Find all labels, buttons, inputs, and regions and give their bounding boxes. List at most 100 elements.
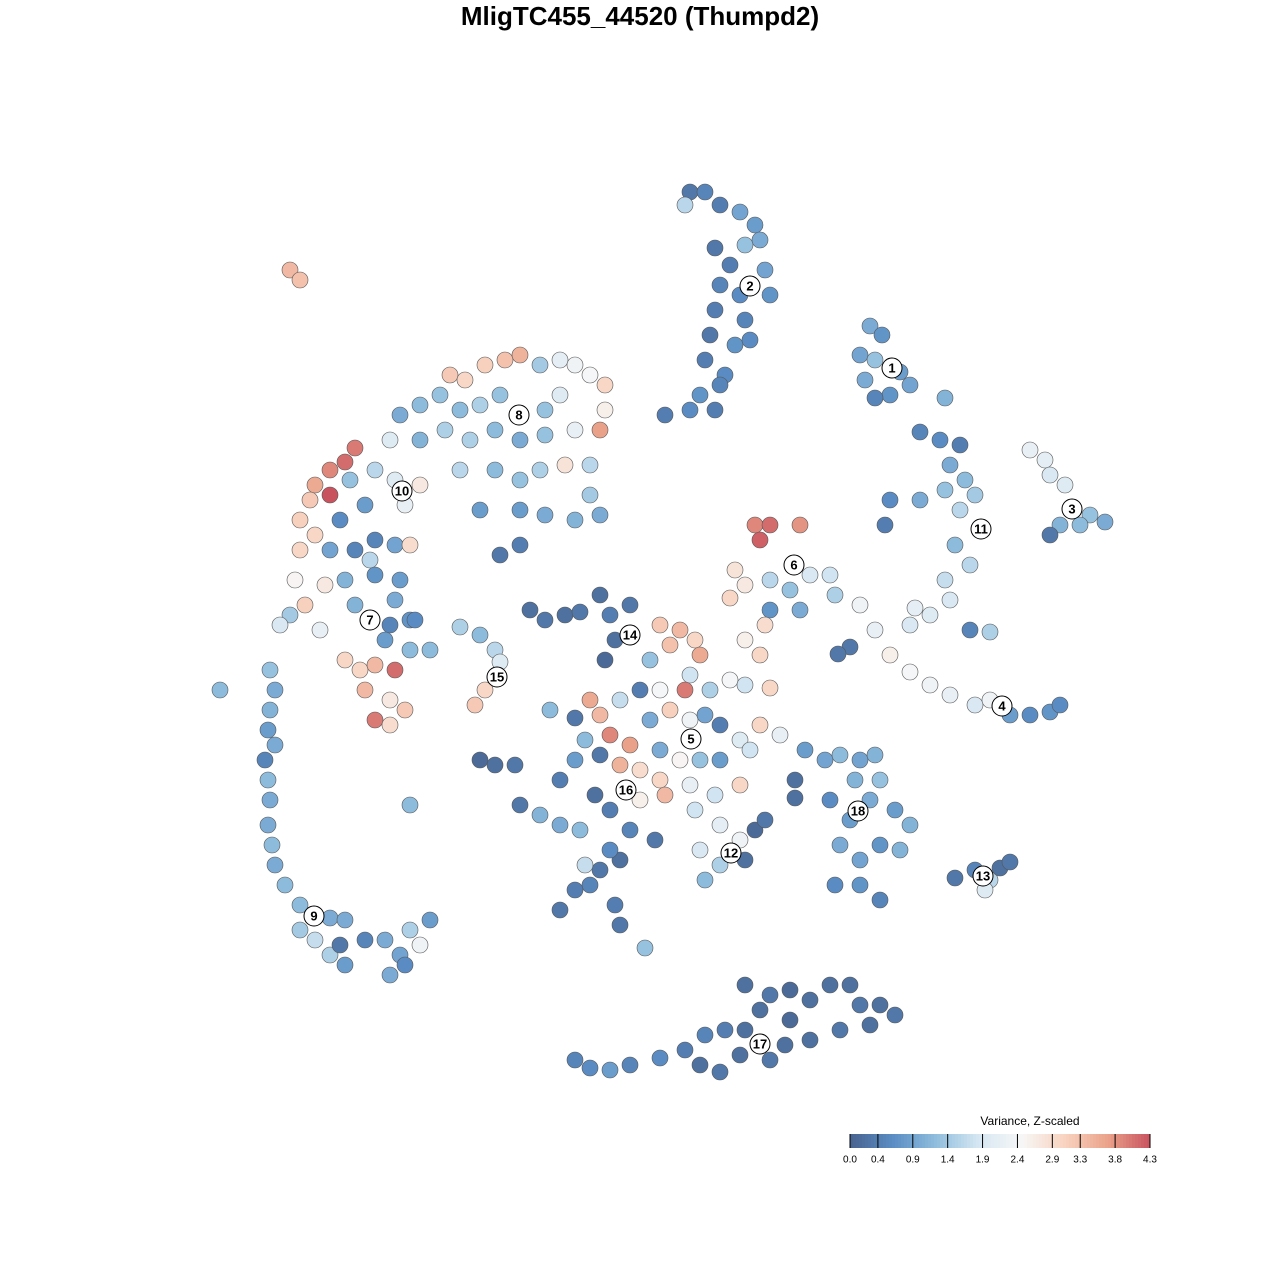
colorbar-segment: [925, 1134, 929, 1148]
point: [451, 461, 469, 479]
point: [706, 786, 724, 804]
point: [726, 336, 744, 354]
point: [596, 401, 614, 419]
colorbar-segment: [913, 1134, 917, 1148]
colorbar-segment: [1111, 1134, 1115, 1148]
point: [756, 261, 774, 279]
point: [736, 311, 754, 329]
point: [731, 1046, 749, 1064]
colorbar-segment: [1141, 1134, 1145, 1148]
point: [661, 636, 679, 654]
point: [941, 591, 959, 609]
point: [911, 491, 929, 509]
point: [486, 756, 504, 774]
point: [511, 346, 529, 364]
point: [336, 651, 354, 669]
colorbar-segment: [1033, 1134, 1037, 1148]
point: [566, 751, 584, 769]
point: [259, 721, 277, 739]
point: [321, 486, 339, 504]
point: [321, 909, 339, 927]
colorbar-segment: [1039, 1134, 1043, 1148]
colorbar-segment: [1105, 1134, 1109, 1148]
point: [591, 506, 609, 524]
colorbar-segment: [1030, 1134, 1034, 1148]
point: [851, 996, 869, 1014]
point: [951, 436, 969, 454]
point: [611, 916, 629, 934]
colorbar-tick-label: 0.4: [871, 1155, 885, 1166]
point: [511, 471, 529, 489]
point: [881, 386, 899, 404]
cluster-label: 4: [998, 698, 1006, 713]
point: [581, 876, 599, 894]
point: [821, 976, 839, 994]
point: [466, 696, 484, 714]
point: [1051, 516, 1069, 534]
point: [1051, 696, 1069, 714]
colorbar-segment: [1072, 1134, 1076, 1148]
point: [411, 936, 429, 954]
colorbar-segment: [1144, 1134, 1148, 1148]
colorbar-segment: [1099, 1134, 1103, 1148]
point: [471, 396, 489, 414]
point: [829, 645, 847, 663]
colorbar-segment: [1093, 1134, 1097, 1148]
point: [636, 939, 654, 957]
colorbar-tick-label: 4.3: [1143, 1155, 1157, 1166]
colorbar-segment: [898, 1134, 902, 1148]
cluster-label: 11: [974, 521, 988, 536]
point: [566, 881, 584, 899]
point: [831, 1021, 849, 1039]
cluster-label: 12: [724, 845, 738, 860]
point: [291, 896, 309, 914]
point: [401, 796, 419, 814]
cluster-marker: [359, 609, 381, 631]
point: [591, 706, 609, 724]
colorbar-segment: [967, 1134, 971, 1148]
colorbar-segment: [1069, 1134, 1073, 1148]
point: [701, 326, 719, 344]
point: [281, 261, 299, 279]
point: [471, 501, 489, 519]
point: [821, 566, 839, 584]
cluster-marker: [739, 275, 761, 297]
point: [551, 816, 569, 834]
colorbar-segment: [958, 1134, 962, 1148]
cluster-label: 5: [687, 731, 694, 746]
point: [631, 681, 649, 699]
point: [411, 431, 429, 449]
point: [941, 456, 959, 474]
point: [681, 401, 699, 419]
point: [981, 623, 999, 641]
colorbar-segment: [862, 1134, 866, 1148]
point: [566, 356, 584, 374]
cluster-marker: [486, 666, 508, 688]
point: [566, 511, 584, 529]
point: [401, 641, 419, 659]
colorbar-segment: [853, 1134, 857, 1148]
colorbar-segment: [1114, 1134, 1118, 1148]
colorbar-tick-label: 0.0: [843, 1155, 857, 1166]
cluster-label: 16: [619, 782, 633, 797]
colorbar-segment: [1045, 1134, 1049, 1148]
point: [611, 756, 629, 774]
point: [411, 396, 429, 414]
point: [681, 776, 699, 794]
point: [711, 276, 729, 294]
point: [761, 516, 779, 534]
colorbar-segment: [1006, 1134, 1010, 1148]
point: [726, 561, 744, 579]
point: [746, 516, 764, 534]
point: [296, 596, 314, 614]
point: [331, 936, 349, 954]
point: [531, 356, 549, 374]
colorbar-segment: [871, 1134, 875, 1148]
point: [751, 646, 769, 664]
point: [856, 371, 874, 389]
point: [476, 356, 494, 374]
point: [391, 571, 409, 589]
point: [336, 956, 354, 974]
